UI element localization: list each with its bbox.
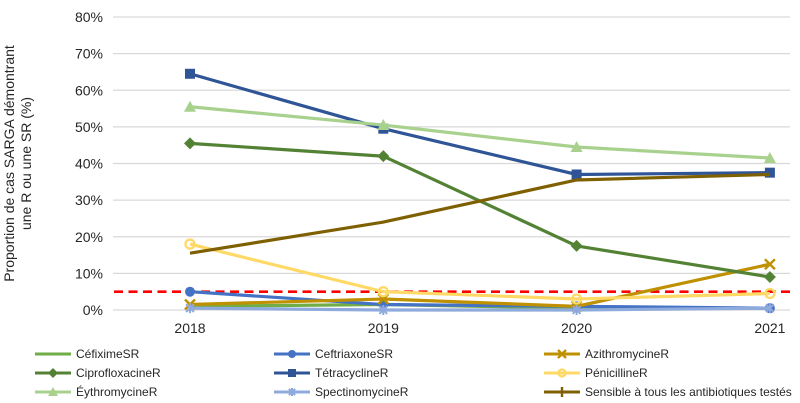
marker-open-circle	[377, 286, 389, 298]
marker-diamond	[570, 239, 583, 252]
legend-item: CéfiximeSR	[34, 347, 273, 361]
marker-triangle	[570, 141, 583, 153]
chart-legend: CéfiximeSR CeftriaxoneSR AzithromycineR Cip…	[34, 344, 796, 401]
y-tick-label: 30%	[75, 192, 103, 208]
marker-open-circle	[184, 238, 196, 250]
marker-diamond	[377, 150, 390, 163]
marker-open-circle	[557, 367, 567, 378]
legend-swatch-triangle-icon	[35, 386, 71, 396]
marker-circle	[185, 286, 195, 297]
legend-label: ÉythromycineR	[76, 384, 158, 399]
legend-item: Sensible à tous les antibiotiques testés	[543, 385, 796, 399]
marker-asterisk	[765, 303, 775, 313]
marker-open-circle	[764, 287, 776, 300]
marker-square	[185, 68, 195, 79]
legend-item: PénicillineR	[543, 366, 796, 380]
marker-square	[571, 169, 582, 180]
marker-triangle	[184, 100, 196, 112]
legend-label: CéfiximeSR	[76, 346, 140, 361]
y-tick-label: 10%	[75, 265, 103, 281]
legend-swatch-asterisk-icon	[274, 387, 310, 396]
series-line-AzithromycineR	[189, 262, 771, 308]
legend-swatch-square-icon	[274, 368, 310, 377]
legend-swatch-open-circle-icon	[544, 367, 580, 378]
legend-swatch-none-icon	[35, 352, 71, 355]
y-tick-label: 60%	[75, 82, 103, 98]
marker-diamond	[184, 137, 196, 150]
legend-label: AzithromycineR	[585, 346, 670, 361]
legend-item: SpectinomycineR	[273, 385, 543, 399]
marker-triangle	[763, 152, 776, 164]
legend-item: ÉythromycineR	[34, 385, 273, 399]
legend-item: CiprofloxacineR	[34, 366, 273, 380]
line-chart-plot: 0% 10% 20% 30% 40% 50% 60% 70% 80% 2018 2019 2020 20…	[1, 9, 795, 336]
legend-swatch-plus-icon	[544, 386, 580, 397]
legend-label: SpectinomycineR	[315, 384, 409, 399]
marker-asterisk	[185, 303, 195, 313]
legend-label: CeftriaxoneSR	[315, 346, 394, 361]
marker-open-circle	[570, 293, 583, 305]
marker-triangle	[377, 119, 390, 131]
x-tick-label: 2021	[754, 320, 785, 336]
marker-x	[764, 258, 776, 271]
legend-item: TétracyclineR	[273, 366, 543, 380]
series-line-TétracyclineR	[189, 72, 770, 177]
y-tick-label: 40%	[75, 156, 103, 172]
legend-swatch-circle-icon	[274, 349, 310, 358]
marker-diamond	[763, 271, 776, 284]
legend-label: CiprofloxacineR	[76, 365, 161, 380]
legend-swatch-x-icon	[544, 348, 580, 359]
legend-swatch-diamond-icon	[35, 367, 71, 378]
x-tick-label: 2019	[368, 320, 399, 336]
legend-label: Sensible à tous les antibiotiques testés	[585, 384, 792, 399]
marker-triangle	[48, 386, 58, 396]
series-line-SpectinomycineR	[189, 306, 770, 312]
legend-item: AzithromycineR	[543, 347, 796, 361]
marker-asterisk	[571, 305, 582, 315]
marker-square	[764, 167, 775, 178]
y-axis-title-line1: Proportion de cas SARGA démontrant	[1, 45, 17, 282]
y-tick-label: 80%	[75, 9, 103, 25]
x-tick-label: 2020	[561, 320, 592, 336]
marker-square	[288, 368, 296, 377]
series-line-PénicillineR	[189, 242, 770, 301]
y-tick-label: 70%	[75, 46, 103, 62]
marker-x	[557, 348, 567, 359]
series-line-ÉythromycineR	[189, 105, 770, 160]
series-line-Sensible à tous les antibiotiques testés	[189, 172, 770, 255]
legend-item: CeftriaxoneSR	[273, 347, 543, 361]
marker-asterisk	[378, 305, 388, 315]
y-tick-label: 50%	[75, 119, 103, 135]
marker-circle	[288, 349, 296, 358]
series-line-CeftriaxoneSR	[189, 290, 770, 310]
y-tick-label: 20%	[75, 229, 103, 245]
y-axis-title-line2: une R ou une SR (%)	[18, 97, 34, 230]
marker-diamond	[48, 367, 58, 378]
y-tick-label: 0%	[83, 302, 103, 318]
legend-label: TétracyclineR	[315, 365, 389, 380]
legend-label: PénicillineR	[585, 365, 648, 380]
x-tick-label: 2018	[174, 320, 205, 336]
